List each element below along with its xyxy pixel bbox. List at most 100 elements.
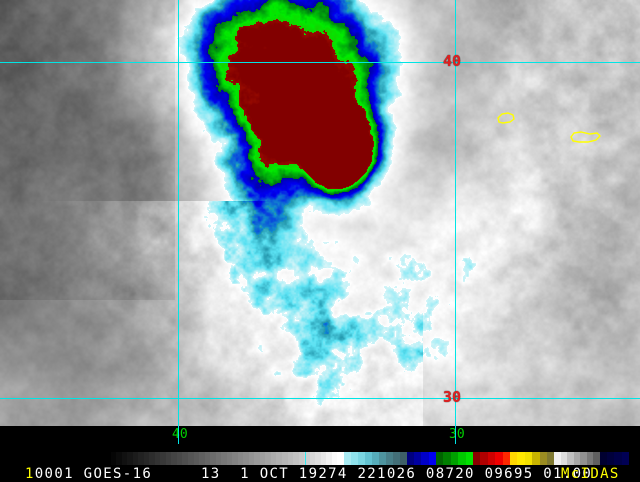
colorbar-segment-51 <box>399 452 407 465</box>
colorbar-segment-32 <box>282 452 288 465</box>
colorbar-segment-72 <box>554 452 561 465</box>
colorbar-segment-60 <box>465 452 474 465</box>
colorbar-segment-30 <box>270 452 277 465</box>
colorbar-segment-65 <box>502 452 510 465</box>
colorbar-segment-1 <box>110 452 117 465</box>
latitude-gridline-30 <box>0 398 640 399</box>
longitude-tick-30 <box>455 426 456 444</box>
colorbar-segment-4 <box>127 452 133 465</box>
colorbar-segment-13 <box>176 452 183 465</box>
colorbar-segment-2 <box>116 452 122 465</box>
longitude-gridline-40 <box>178 0 179 426</box>
colorbar-segment-24 <box>237 452 244 465</box>
colorbar-segment-80 <box>607 452 615 465</box>
colorbar-segment-34 <box>293 452 299 465</box>
colorbar-segment-57 <box>443 452 451 465</box>
colorbar-segment-8 <box>149 452 155 465</box>
colorbar-segment-56 <box>436 452 444 465</box>
colorbar-segment-11 <box>165 452 172 465</box>
colorbar-segment-66 <box>510 452 518 465</box>
colorbar-segment-9 <box>154 452 161 465</box>
colorbar-segment-62 <box>480 452 488 465</box>
colorbar-segment-37 <box>309 452 316 465</box>
satellite-infrared-image[interactable] <box>0 0 640 426</box>
colorbar-segment-19 <box>210 452 216 465</box>
colorbar-segment-10 <box>160 452 166 465</box>
colorbar-segment-78 <box>593 452 600 465</box>
colorbar-segment-54 <box>421 452 429 465</box>
colorbar-segment-67 <box>517 452 525 465</box>
colorbar-segment-76 <box>580 452 587 465</box>
colorbar-segment-61 <box>473 452 481 465</box>
colorbar-segment-5 <box>132 452 139 465</box>
colorbar-segment-50 <box>392 452 400 465</box>
colorbar-segment-53 <box>413 452 422 465</box>
colorbar-segment-39 <box>320 452 327 465</box>
mcidas-brand-label: McIDAS <box>561 466 620 482</box>
status-fields-text: 0001 GOES-16 13 1 OCT 19274 221026 08720… <box>34 466 593 482</box>
status-text-line: 10001 GOES-16 13 1 OCT 19274 221026 0872… <box>25 466 625 482</box>
colorbar-segment-44 <box>351 452 359 465</box>
longitude-label-30: 30 <box>449 427 465 442</box>
colorbar-segment-41 <box>331 452 338 465</box>
latitude-label-40: 40 <box>443 52 462 70</box>
colorbar-segment-26 <box>248 452 255 465</box>
colorbar-segment-49 <box>385 452 393 465</box>
color-enhancement-bar[interactable] <box>105 452 630 465</box>
frame-number: 1 <box>25 466 35 482</box>
colorbar-segment-48 <box>378 452 386 465</box>
longitude-gridline-30 <box>455 0 456 426</box>
longitude-label-40: 40 <box>172 427 188 442</box>
colorbar-segment-82 <box>621 452 630 465</box>
colorbar-segment-12 <box>171 452 177 465</box>
colorbar-segment-64 <box>495 452 503 465</box>
colorbar-segment-77 <box>586 452 594 465</box>
colorbar-segment-23 <box>232 452 238 465</box>
colorbar-segment-14 <box>182 452 188 465</box>
latitude-gridline-40 <box>0 62 640 63</box>
colorbar-segment-6 <box>138 452 144 465</box>
colorbar-segment-38 <box>315 452 321 465</box>
colorbar-segment-58 <box>450 452 459 465</box>
colorbar-segment-73 <box>560 452 568 465</box>
colorbar-tick-marker <box>304 452 306 465</box>
colorbar-segment-69 <box>532 452 540 465</box>
colorbar-segment-40 <box>326 452 332 465</box>
colorbar-segment-25 <box>243 452 249 465</box>
colorbar-segment-75 <box>573 452 581 465</box>
colorbar-segment-47 <box>371 452 379 465</box>
colorbar-segment-17 <box>199 452 205 465</box>
colorbar-segment-7 <box>143 452 150 465</box>
longitude-tick-40 <box>178 426 179 444</box>
colorbar-segment-71 <box>546 452 555 465</box>
colorbar-segment-36 <box>304 452 310 465</box>
latitude-label-30: 30 <box>443 388 462 406</box>
colorbar-segment-18 <box>204 452 211 465</box>
satellite-image-panel[interactable]: 40 30 <box>0 0 640 426</box>
colorbar-segment-35 <box>298 452 305 465</box>
colorbar-segment-16 <box>193 452 200 465</box>
colorbar-segment-20 <box>215 452 222 465</box>
colorbar-segment-46 <box>365 452 372 465</box>
colorbar-segment-70 <box>539 452 547 465</box>
display-footer: 40 30 10001 GOES-16 13 1 OCT 19274 22102… <box>0 426 640 482</box>
colorbar-segment-29 <box>265 452 271 465</box>
colorbar-segment-81 <box>614 452 622 465</box>
colorbar-segment-42 <box>337 452 345 465</box>
colorbar-segment-21 <box>221 452 227 465</box>
colorbar-segment-68 <box>524 452 533 465</box>
colorbar-segment-3 <box>121 452 128 465</box>
colorbar-segment-33 <box>287 452 294 465</box>
colorbar-segment-74 <box>567 452 574 465</box>
colorbar-segment-45 <box>358 452 365 465</box>
colorbar-segment-22 <box>226 452 233 465</box>
colorbar-segment-28 <box>259 452 266 465</box>
colorbar-segment-55 <box>428 452 437 465</box>
colorbar-segment-63 <box>487 452 496 465</box>
colorbar-segment-0 <box>105 452 111 465</box>
colorbar-segment-52 <box>406 452 414 465</box>
colorbar-segment-43 <box>344 452 352 465</box>
colorbar-segment-15 <box>187 452 194 465</box>
colorbar-segment-27 <box>254 452 260 465</box>
